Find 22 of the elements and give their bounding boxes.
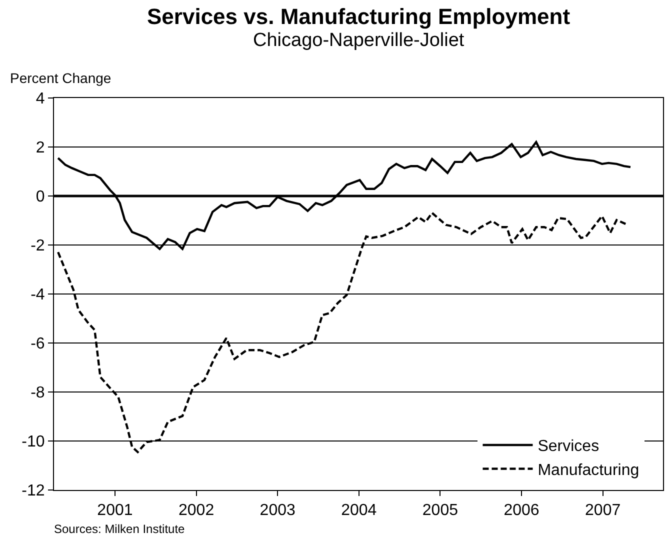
chart-subtitle: Chicago-Naperville-Joliet xyxy=(253,30,465,51)
x-tick-label: 2006 xyxy=(504,502,540,520)
source-note: Sources: Milken Institute xyxy=(54,522,186,536)
y-tick-label: -2 xyxy=(30,238,45,255)
x-tick-label: 2004 xyxy=(341,502,377,520)
y-tick-label: -8 xyxy=(30,384,45,402)
x-tick-label: 2007 xyxy=(585,502,621,520)
x-tick-label: 2003 xyxy=(260,502,296,520)
x-tick-label: 2001 xyxy=(97,502,133,520)
x-tick-label: 2002 xyxy=(178,502,214,520)
y-tick-label: -4 xyxy=(30,286,45,304)
y-tick-label: -12 xyxy=(22,482,45,500)
y-tick-label: 4 xyxy=(36,90,45,108)
y-tick-label: 0 xyxy=(36,188,45,206)
chart-title: Services vs. Manufacturing Employment xyxy=(147,4,571,29)
y-tick-label: 2 xyxy=(36,140,45,157)
legend-label: Services xyxy=(538,438,600,456)
y-axis-title: Percent Change xyxy=(10,70,112,86)
y-tick-label: -6 xyxy=(30,336,45,353)
x-tick-label: 2005 xyxy=(422,502,458,520)
y-tick-label: -10 xyxy=(22,434,45,451)
legend-label: Manufacturing xyxy=(538,462,640,480)
